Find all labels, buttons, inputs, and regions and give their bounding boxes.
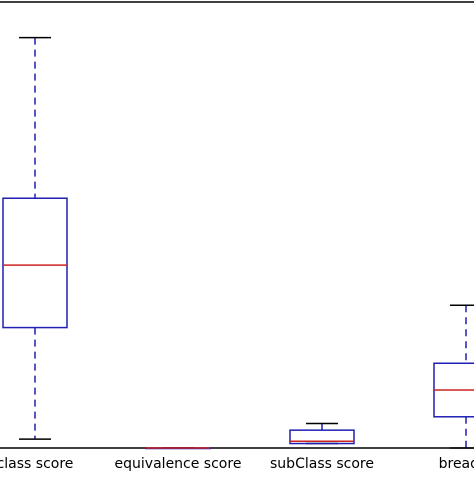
box-group xyxy=(2,36,68,440)
box-group xyxy=(289,422,355,445)
x-tick-label: class score xyxy=(0,456,73,472)
x-tick-labels: class score equivalence score subClass sco… xyxy=(0,456,474,472)
x-tick-label: equivalence score xyxy=(115,456,242,472)
x-tick-label: breadth xyxy=(439,456,474,472)
iqr-box xyxy=(289,429,355,445)
plot-frame xyxy=(0,1,474,449)
box-group xyxy=(145,447,211,450)
boxes-layer xyxy=(2,36,474,450)
iqr-box xyxy=(2,197,68,329)
box-group xyxy=(433,304,474,449)
x-tick-label: subClass score xyxy=(270,456,374,472)
